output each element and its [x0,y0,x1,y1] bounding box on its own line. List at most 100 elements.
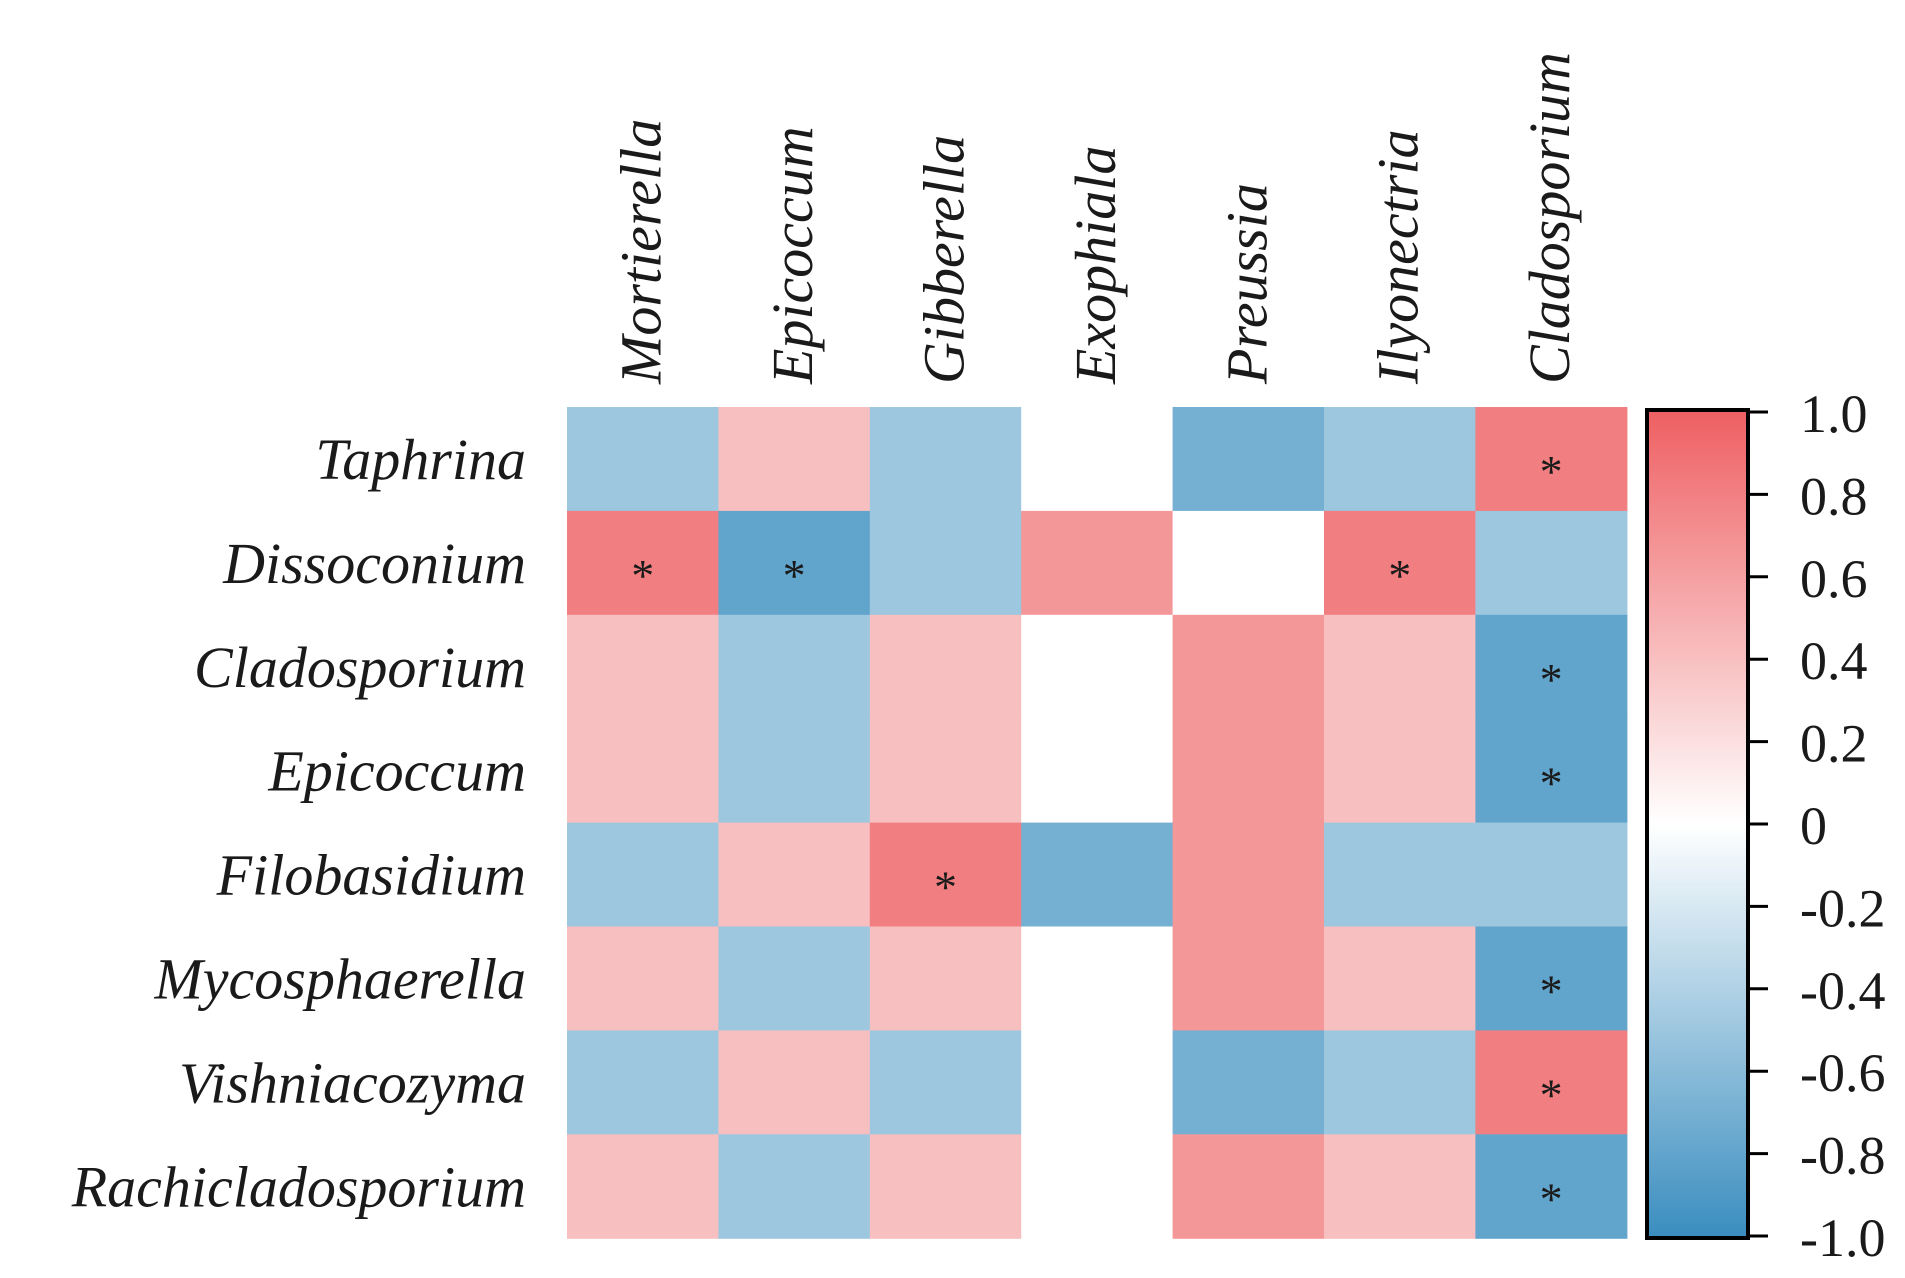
significance-marks: * * * * * * * * * * [631,446,1562,1224]
column-label: Preussia [1214,183,1279,385]
heatmap-cell [567,926,719,1031]
colorbar-tick-label: 0.4 [1800,631,1868,691]
heatmap-cell [1021,407,1174,512]
heatmap-cell [567,407,719,512]
colorbar-tick-label: 0 [1800,796,1827,856]
heatmap-cell [1324,1134,1476,1239]
heatmap-cell [1324,718,1476,824]
heatmap-cell [718,407,871,512]
heatmap-cell [718,822,871,928]
row-label: Mycosphaerella [153,947,526,1012]
heatmap-cell [869,1134,1022,1239]
heatmap-cell [1021,614,1174,720]
row-labels: Taphrina Dissoconium Cladosporium Epicoccum… [71,427,526,1219]
significance-star: * [1540,758,1563,809]
heatmap-cell [1475,510,1628,616]
column-label: Cladosporium [1517,52,1582,384]
heatmap-cell [869,926,1022,1031]
row-label: Dissoconium [222,531,526,596]
column-label: Ilyonectria [1366,130,1431,385]
heatmap-cell [869,1030,1022,1135]
colorbar-tick-label: -0.4 [1800,961,1885,1021]
heatmap-cell [1172,718,1325,824]
heatmap-cell [567,614,719,720]
colorbar-tick-label: -0.6 [1800,1043,1885,1103]
heatmap-cell [1324,407,1476,512]
heatmap-cell [718,926,871,1031]
heatmap-cell [567,718,719,824]
heatmap-cell [1172,1030,1325,1135]
heatmap-cell [1475,614,1628,720]
column-label: Epicoccum [760,126,825,385]
heatmap-cell [1172,1134,1325,1239]
heatmap-cell [869,407,1022,512]
column-label: Gibberella [912,135,977,384]
heatmap-cell [1021,926,1174,1031]
heatmap-cell [567,1030,719,1135]
colorbar-tick-label: 1.0 [1800,384,1868,444]
heatmap-cell [1475,926,1628,1031]
row-label: Epicoccum [267,739,526,804]
row-label: Vishniacozyma [179,1050,526,1115]
column-labels: Mortierella Epicoccum Gibberella Exophiala P… [609,52,1582,385]
heatmap-cell [567,822,719,928]
row-label: Taphrina [315,427,526,492]
heatmap-cell [1172,614,1325,720]
colorbar [1645,408,1750,1240]
significance-star: * [1540,1173,1563,1224]
colorbar-gradient [1645,408,1750,1240]
significance-star: * [1540,446,1563,497]
heatmap-cell [1172,510,1325,616]
heatmap-cell [1324,926,1476,1031]
column-label: Exophiala [1063,146,1128,385]
significance-star: * [1388,550,1411,601]
heatmap-cell [718,614,871,720]
heatmap-cell [1475,1030,1628,1135]
heatmap-cell [1324,510,1476,616]
colorbar-tick-label: -0.2 [1800,878,1885,938]
column-label: Mortierella [609,119,674,385]
heatmap-cells [567,407,1628,1239]
heatmap-cell [718,718,871,824]
colorbar-tick-label: 0.8 [1800,466,1868,526]
row-label: Rachicladosporium [71,1154,526,1219]
heatmap-cell [718,510,871,616]
heatmap-cell [1172,407,1325,512]
row-label: Cladosporium [194,635,526,700]
heatmap-cell [1324,614,1476,720]
significance-star: * [783,550,806,601]
heatmap-cell [869,718,1022,824]
heatmap-cell [1021,510,1174,616]
heatmap-cell [1021,1030,1174,1135]
heatmap-cell [1021,1134,1174,1239]
heatmap-cell [1475,1134,1628,1239]
significance-star: * [1540,654,1563,705]
row-label: Filobasidium [216,843,526,908]
heatmap-cell [869,510,1022,616]
heatmap-cell [869,614,1022,720]
heatmap-cell [1475,718,1628,824]
colorbar-ticks: 1.0 0.8 0.6 0.4 0.2 0 -0.2 -0.4 -0.6 -0.8 -1.0 [1748,384,1885,1268]
heatmap-cell [1021,718,1174,824]
heatmap-cell [718,1030,871,1135]
heatmap-cell [869,822,1022,928]
significance-star: * [1540,1069,1563,1120]
heatmap-cell [1021,822,1174,928]
heatmap-cell [1172,926,1325,1031]
colorbar-tick-label: -0.8 [1800,1126,1885,1186]
heatmap-cell [1475,407,1628,512]
heatmap-cell [567,1134,719,1239]
heatmap-cell [1324,1030,1476,1135]
significance-star: * [934,862,957,913]
heatmap-cell [1475,822,1628,928]
heatmap-cell [1172,822,1325,928]
heatmap-cell [1324,822,1476,928]
colorbar-tick-label: 0.2 [1800,714,1868,774]
significance-star: * [1540,966,1563,1017]
significance-star: * [631,550,654,601]
colorbar-tick-label: 0.6 [1800,549,1868,609]
heatmap-cell [567,510,719,616]
colorbar-tick-label: -1.0 [1800,1208,1885,1268]
heatmap-cell [718,1134,871,1239]
